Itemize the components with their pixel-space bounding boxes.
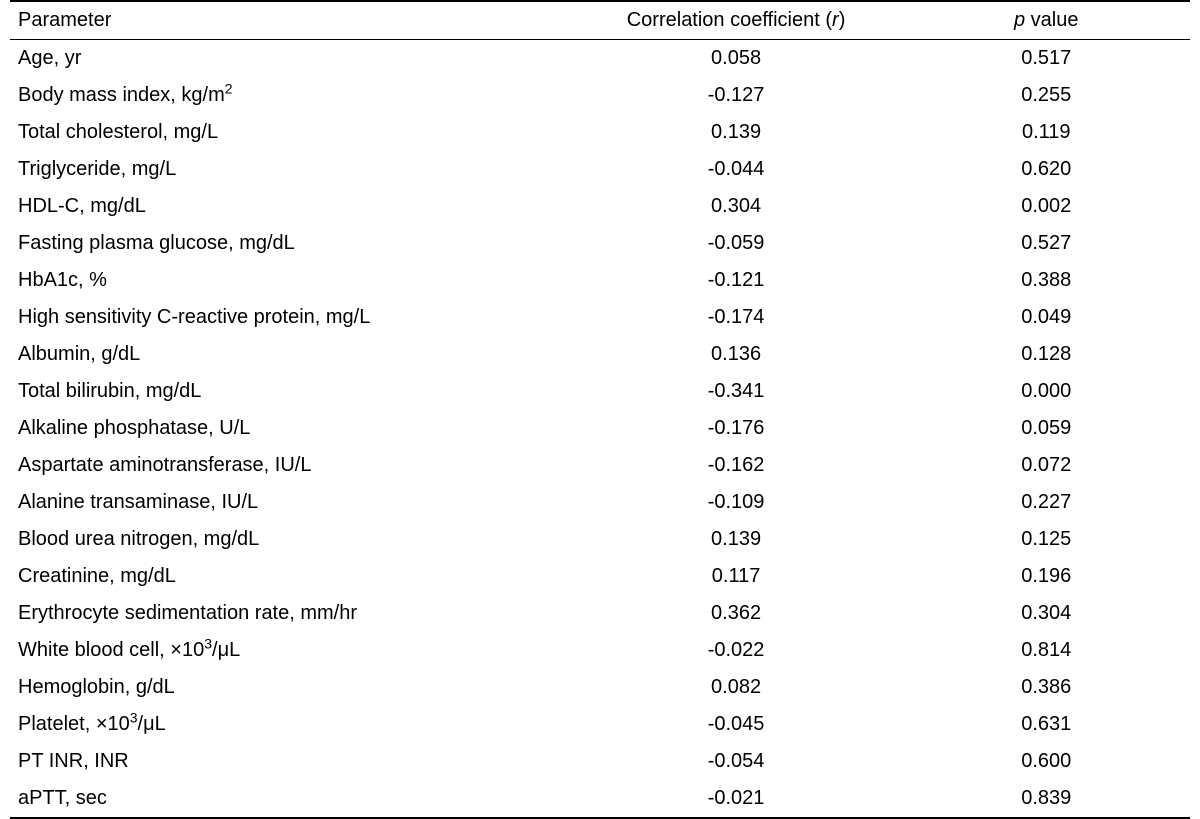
table-row: HbA1c, %-0.1210.388 <box>10 262 1190 299</box>
table-header-row: Parameter Correlation coefficient (r) p … <box>10 1 1190 40</box>
cell-parameter: aPTT, sec <box>10 780 570 818</box>
table-row: High sensitivity C-reactive protein, mg/… <box>10 299 1190 336</box>
correlation-table: Parameter Correlation coefficient (r) p … <box>10 0 1190 819</box>
cell-correlation: 0.139 <box>570 521 903 558</box>
cell-pvalue: 0.049 <box>902 299 1190 336</box>
cell-parameter: HDL-C, mg/dL <box>10 188 570 225</box>
cell-correlation: 0.082 <box>570 669 903 706</box>
table-row: aPTT, sec-0.0210.839 <box>10 780 1190 818</box>
cell-pvalue: 0.517 <box>902 40 1190 78</box>
cell-parameter: Creatinine, mg/dL <box>10 558 570 595</box>
table-row: Alanine transaminase, IU/L-0.1090.227 <box>10 484 1190 521</box>
col-header-parameter: Parameter <box>10 1 570 40</box>
table-row: PT INR, INR-0.0540.600 <box>10 743 1190 780</box>
cell-parameter: Alanine transaminase, IU/L <box>10 484 570 521</box>
cell-pvalue: 0.839 <box>902 780 1190 818</box>
cell-correlation: 0.058 <box>570 40 903 78</box>
cell-pvalue: 0.059 <box>902 410 1190 447</box>
cell-correlation: -0.044 <box>570 151 903 188</box>
cell-pvalue: 0.386 <box>902 669 1190 706</box>
cell-parameter: Fasting plasma glucose, mg/dL <box>10 225 570 262</box>
cell-pvalue: 0.620 <box>902 151 1190 188</box>
table-row: Creatinine, mg/dL0.1170.196 <box>10 558 1190 595</box>
table-row: Alkaline phosphatase, U/L-0.1760.059 <box>10 410 1190 447</box>
table-row: Body mass index, kg/m2-0.1270.255 <box>10 77 1190 114</box>
cell-correlation: 0.362 <box>570 595 903 632</box>
cell-pvalue: 0.125 <box>902 521 1190 558</box>
cell-pvalue: 0.128 <box>902 336 1190 373</box>
cell-correlation: -0.162 <box>570 447 903 484</box>
cell-parameter: Albumin, g/dL <box>10 336 570 373</box>
cell-correlation: -0.045 <box>570 706 903 743</box>
cell-parameter: PT INR, INR <box>10 743 570 780</box>
cell-pvalue: 0.196 <box>902 558 1190 595</box>
cell-parameter: HbA1c, % <box>10 262 570 299</box>
cell-correlation: -0.121 <box>570 262 903 299</box>
cell-correlation: -0.054 <box>570 743 903 780</box>
cell-pvalue: 0.119 <box>902 114 1190 151</box>
table-row: White blood cell, ×103/μL-0.0220.814 <box>10 632 1190 669</box>
cell-correlation: -0.059 <box>570 225 903 262</box>
cell-pvalue: 0.527 <box>902 225 1190 262</box>
cell-pvalue: 0.631 <box>902 706 1190 743</box>
cell-correlation: -0.341 <box>570 373 903 410</box>
table-body: Age, yr0.0580.517Body mass index, kg/m2-… <box>10 40 1190 819</box>
table-row: Total bilirubin, mg/dL-0.3410.000 <box>10 373 1190 410</box>
cell-pvalue: 0.255 <box>902 77 1190 114</box>
cell-parameter: White blood cell, ×103/μL <box>10 632 570 669</box>
cell-pvalue: 0.600 <box>902 743 1190 780</box>
cell-pvalue: 0.814 <box>902 632 1190 669</box>
cell-pvalue: 0.072 <box>902 447 1190 484</box>
cell-parameter: Body mass index, kg/m2 <box>10 77 570 114</box>
cell-pvalue: 0.388 <box>902 262 1190 299</box>
table-row: Fasting plasma glucose, mg/dL-0.0590.527 <box>10 225 1190 262</box>
cell-parameter: Age, yr <box>10 40 570 78</box>
cell-correlation: -0.109 <box>570 484 903 521</box>
cell-parameter: Erythrocyte sedimentation rate, mm/hr <box>10 595 570 632</box>
table-row: Blood urea nitrogen, mg/dL0.1390.125 <box>10 521 1190 558</box>
table-row: Erythrocyte sedimentation rate, mm/hr0.3… <box>10 595 1190 632</box>
cell-parameter: Platelet, ×103/μL <box>10 706 570 743</box>
table-row: Total cholesterol, mg/L0.1390.119 <box>10 114 1190 151</box>
cell-correlation: 0.136 <box>570 336 903 373</box>
col-header-pvalue: p value <box>902 1 1190 40</box>
cell-pvalue: 0.002 <box>902 188 1190 225</box>
table-row: Platelet, ×103/μL-0.0450.631 <box>10 706 1190 743</box>
cell-parameter: Triglyceride, mg/L <box>10 151 570 188</box>
cell-parameter: High sensitivity C-reactive protein, mg/… <box>10 299 570 336</box>
cell-parameter: Total cholesterol, mg/L <box>10 114 570 151</box>
cell-parameter: Alkaline phosphatase, U/L <box>10 410 570 447</box>
cell-correlation: -0.021 <box>570 780 903 818</box>
correlation-table-container: Parameter Correlation coefficient (r) p … <box>0 0 1200 819</box>
table-row: Albumin, g/dL0.1360.128 <box>10 336 1190 373</box>
table-row: HDL-C, mg/dL0.3040.002 <box>10 188 1190 225</box>
table-row: Hemoglobin, g/dL0.0820.386 <box>10 669 1190 706</box>
cell-correlation: -0.022 <box>570 632 903 669</box>
cell-correlation: 0.139 <box>570 114 903 151</box>
table-row: Age, yr0.0580.517 <box>10 40 1190 78</box>
cell-correlation: 0.117 <box>570 558 903 595</box>
cell-correlation: -0.127 <box>570 77 903 114</box>
table-row: Aspartate aminotransferase, IU/L-0.1620.… <box>10 447 1190 484</box>
cell-correlation: -0.176 <box>570 410 903 447</box>
cell-pvalue: 0.000 <box>902 373 1190 410</box>
cell-parameter: Aspartate aminotransferase, IU/L <box>10 447 570 484</box>
cell-correlation: 0.304 <box>570 188 903 225</box>
col-header-correlation: Correlation coefficient (r) <box>570 1 903 40</box>
cell-pvalue: 0.304 <box>902 595 1190 632</box>
cell-parameter: Blood urea nitrogen, mg/dL <box>10 521 570 558</box>
cell-parameter: Hemoglobin, g/dL <box>10 669 570 706</box>
cell-parameter: Total bilirubin, mg/dL <box>10 373 570 410</box>
table-row: Triglyceride, mg/L-0.0440.620 <box>10 151 1190 188</box>
cell-correlation: -0.174 <box>570 299 903 336</box>
cell-pvalue: 0.227 <box>902 484 1190 521</box>
